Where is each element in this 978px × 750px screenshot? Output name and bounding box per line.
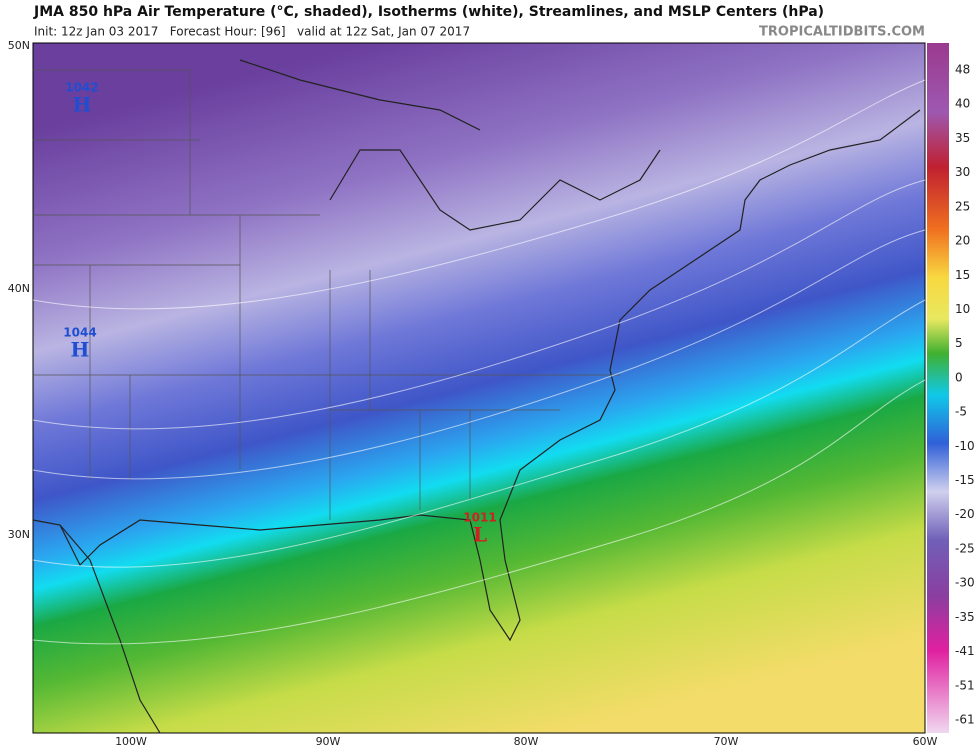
- pressure-value: 1044: [63, 326, 96, 340]
- subtitle: Init: 12z Jan 03 2017 Forecast Hour: [96…: [34, 25, 470, 39]
- pressure-value: 1011: [463, 511, 496, 525]
- colorbar-label: 30: [955, 165, 970, 179]
- colorbar-label: -35: [955, 610, 975, 624]
- title: JMA 850 hPa Air Temperature (°C, shaded)…: [33, 4, 824, 20]
- pressure-symbol: H: [73, 93, 92, 117]
- colorbar-label: 35: [955, 131, 970, 145]
- colorbar-label: -5: [955, 405, 967, 419]
- colorbar-label: -15: [955, 473, 975, 487]
- colorbar-label: 20: [955, 234, 970, 248]
- isotherms: [32, 79, 926, 645]
- lon-label: 100W: [115, 735, 147, 748]
- colorbar-label: -41: [955, 644, 975, 658]
- lon-label: 80W: [514, 735, 539, 748]
- pressure-value: 1042: [65, 81, 98, 95]
- state-borders: [33, 69, 620, 520]
- colorbar: [927, 43, 949, 733]
- lon-label: 90W: [316, 735, 341, 748]
- colorbar-label: -30: [955, 576, 975, 590]
- lat-label: 50N: [8, 39, 30, 52]
- coastlines: [32, 59, 921, 734]
- lon-label: 60W: [913, 735, 938, 748]
- colorbar-label: 5: [955, 336, 963, 350]
- colorbar-label: -25: [955, 541, 975, 555]
- pressure-symbol: L: [473, 523, 487, 547]
- colorbar-label: 10: [955, 302, 970, 316]
- colorbar-label: -10: [955, 439, 975, 453]
- colorbar-label: 15: [955, 268, 970, 282]
- lat-label: 40N: [8, 282, 30, 295]
- pressure-symbol: H: [71, 338, 90, 362]
- colorbar-label: 40: [955, 97, 970, 111]
- colorbar-label: -20: [955, 507, 975, 521]
- colorbar-label: 48: [955, 63, 970, 77]
- colorbar-label: 25: [955, 199, 970, 213]
- colorbar-label: 0: [955, 370, 963, 384]
- colorbar-label: -61: [955, 713, 975, 727]
- lat-label: 30N: [8, 528, 30, 541]
- temperature-field: [32, 42, 926, 734]
- brand: TROPICALTIDBITS.COM: [759, 25, 925, 40]
- colorbar-label: -51: [955, 678, 975, 692]
- map: [32, 42, 926, 734]
- lon-label: 70W: [714, 735, 739, 748]
